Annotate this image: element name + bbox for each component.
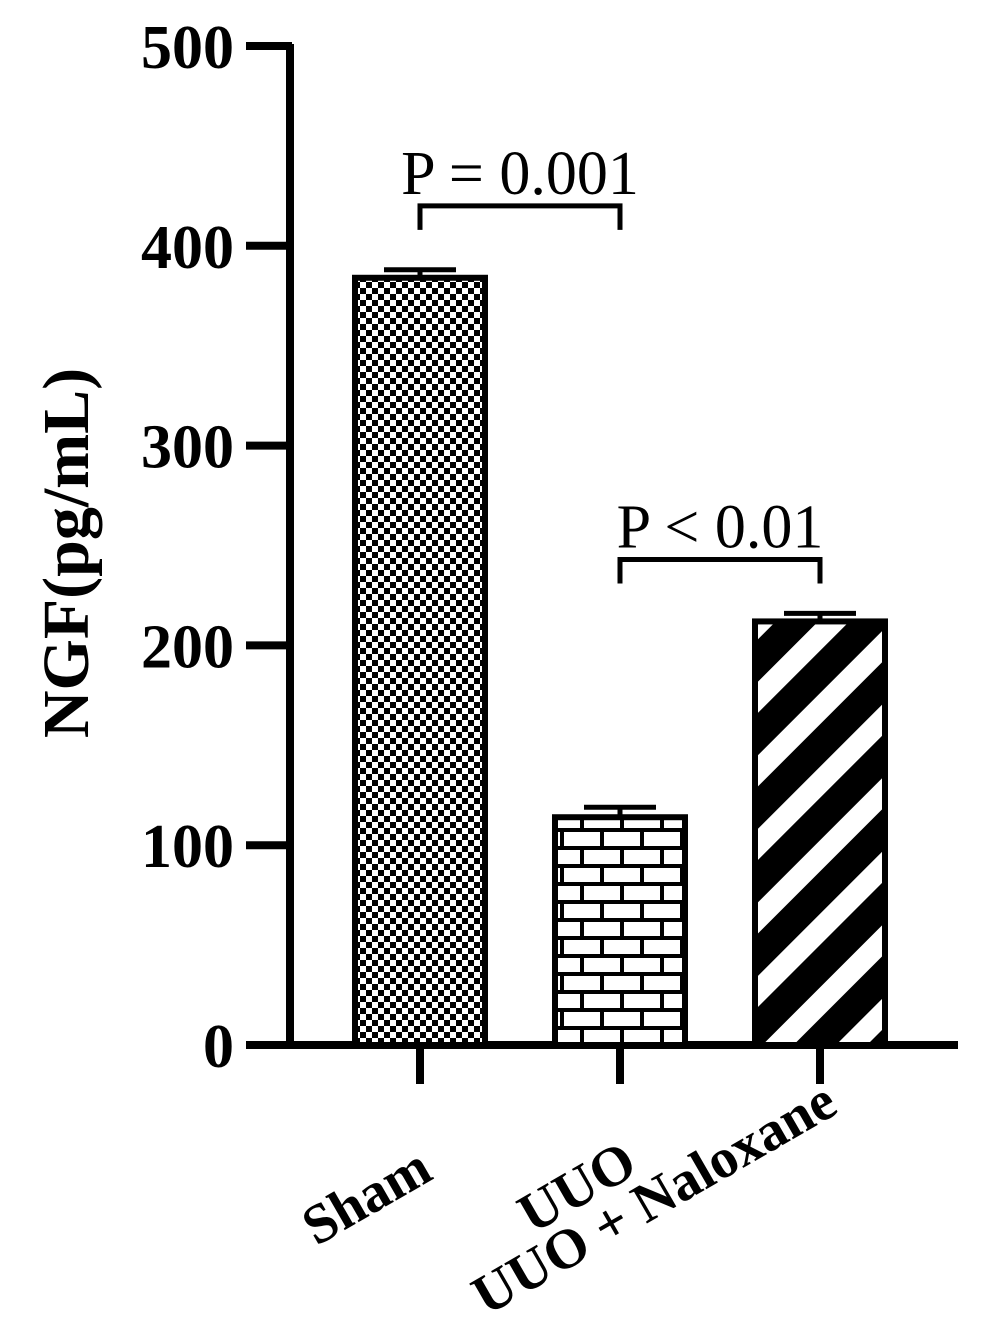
significance-bracket (617, 556, 823, 584)
bar-uuo (552, 814, 688, 1049)
y-tick-label: 500 (141, 14, 234, 82)
y-axis-label: NGF(pg/mL) (30, 368, 103, 738)
bars (352, 274, 888, 1049)
p-value-label: P = 0.001 (401, 140, 639, 208)
x-ticks (416, 1045, 824, 1084)
y-ticks: 0 100 200 300 400 500 (141, 14, 292, 1081)
category-label: Sham (292, 1136, 442, 1258)
y-tick-label: 300 (141, 414, 234, 482)
bar-sham (352, 274, 488, 1048)
bar-uuo-naloxane (752, 618, 888, 1048)
error-bars (384, 267, 856, 818)
p-value-label: P < 0.01 (617, 493, 824, 561)
significance-annotations: P = 0.001 P < 0.01 (401, 140, 823, 584)
y-tick-label: 0 (203, 1013, 234, 1081)
y-tick-label: 400 (141, 214, 234, 282)
significance-bracket (417, 203, 623, 230)
y-tick-label: 200 (141, 613, 234, 681)
y-tick-label: 100 (141, 813, 234, 881)
